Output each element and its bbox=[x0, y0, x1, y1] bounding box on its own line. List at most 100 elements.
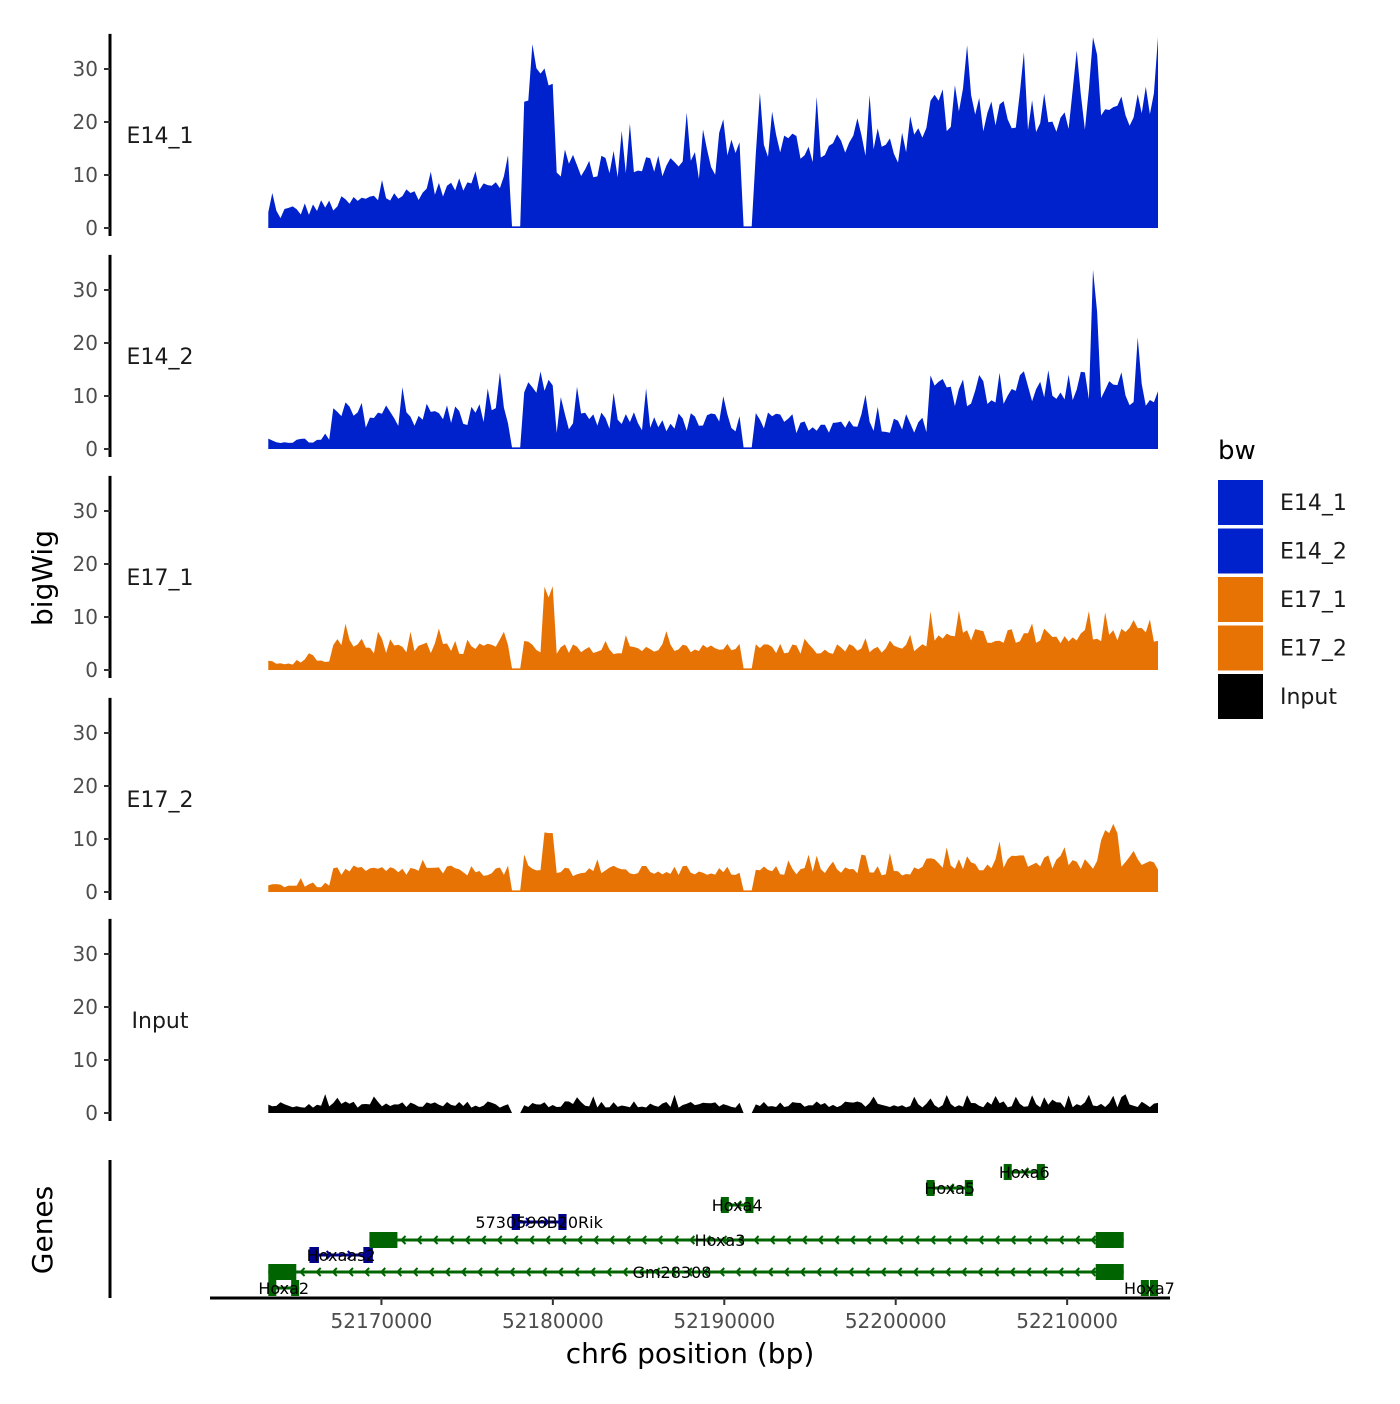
strand-arrow bbox=[592, 1235, 599, 1245]
y-tick-label: 30 bbox=[73, 278, 98, 302]
strand-arrow bbox=[464, 1235, 471, 1245]
y-tick-label: 0 bbox=[85, 437, 98, 461]
strand-arrow bbox=[608, 1235, 615, 1245]
strand-arrow bbox=[977, 1267, 984, 1277]
gene-label: 5730596B20Rik bbox=[475, 1213, 603, 1232]
legend-key-Input bbox=[1218, 674, 1263, 719]
strand-arrow bbox=[621, 1267, 629, 1277]
strand-arrow bbox=[428, 1267, 435, 1277]
strand-arrow bbox=[400, 1235, 407, 1245]
area-E17_2 bbox=[268, 823, 1158, 892]
strand-arrow bbox=[347, 1267, 354, 1277]
gene-5730596B20Rik: 5730596B20Rik bbox=[475, 1213, 603, 1232]
strand-arrow bbox=[525, 1267, 532, 1277]
strand-arrow bbox=[1057, 1267, 1064, 1277]
strand-arrow bbox=[416, 1235, 423, 1245]
gene-label: Hoxa2 bbox=[258, 1279, 309, 1298]
strand-arrow bbox=[880, 1267, 887, 1277]
panel-label: Input bbox=[132, 1009, 189, 1034]
strand-arrow bbox=[737, 1235, 744, 1245]
gene-Hoxa4: Hoxa4 bbox=[712, 1196, 763, 1215]
gene-label: Hoxaas2 bbox=[307, 1246, 376, 1265]
legend-key-E17_2 bbox=[1218, 625, 1263, 671]
panel-Input: 0 10 20 30 Input bbox=[73, 918, 1158, 1125]
exon bbox=[291, 1280, 300, 1296]
strand-arrow bbox=[801, 1235, 808, 1245]
strand-arrow bbox=[480, 1235, 487, 1245]
strand-arrow bbox=[1042, 1235, 1049, 1245]
y-tick-label: 10 bbox=[73, 605, 98, 629]
legend-label: E14_2 bbox=[1280, 540, 1347, 565]
strand-arrow bbox=[476, 1267, 483, 1277]
strand-arrow bbox=[993, 1235, 1001, 1245]
strand-arrow bbox=[849, 1235, 856, 1245]
strand-arrow bbox=[961, 1235, 968, 1245]
x-axis-title: chr6 position (bp) bbox=[566, 1337, 815, 1370]
legend-title: bw bbox=[1218, 436, 1256, 466]
y-tick-label: 20 bbox=[73, 552, 98, 576]
strand-arrow bbox=[347, 1250, 354, 1260]
strand-arrow bbox=[881, 1235, 888, 1245]
strand-arrow bbox=[815, 1267, 822, 1277]
y-tick-label: 20 bbox=[73, 110, 98, 134]
strand-arrow bbox=[492, 1267, 499, 1277]
strand-arrow bbox=[1073, 1267, 1080, 1277]
gene-Hoxa3: Hoxa3 bbox=[369, 1231, 1124, 1250]
strand-arrow bbox=[817, 1235, 824, 1245]
y-tick-label: 30 bbox=[73, 942, 98, 966]
gene-Gm28308: Gm28308 bbox=[268, 1263, 1124, 1282]
strand-arrow bbox=[672, 1235, 680, 1245]
strand-arrow bbox=[624, 1235, 631, 1245]
y-axis-title: bigWig bbox=[26, 530, 59, 626]
legend-key-E14_1 bbox=[1218, 480, 1263, 525]
strand-arrow bbox=[560, 1235, 567, 1245]
strand-arrow bbox=[1058, 1235, 1065, 1245]
legend-key-E17_1 bbox=[1218, 577, 1263, 622]
y-tick-label: 20 bbox=[73, 774, 98, 798]
strand-arrow bbox=[573, 1267, 580, 1277]
strand-arrow bbox=[735, 1200, 742, 1210]
strand-arrow bbox=[734, 1267, 742, 1277]
strand-arrow bbox=[767, 1267, 774, 1277]
strand-arrow bbox=[993, 1267, 1000, 1277]
strand-arrow bbox=[1090, 1235, 1097, 1245]
panel-E17_2: 0 10 20 30 E17_2 bbox=[73, 697, 1158, 904]
exon bbox=[1150, 1280, 1158, 1296]
gene-label: Hoxa5 bbox=[924, 1179, 975, 1198]
strand-arrow bbox=[702, 1267, 709, 1277]
strand-arrow bbox=[833, 1235, 840, 1245]
strand-arrow bbox=[605, 1267, 612, 1277]
exon bbox=[363, 1247, 373, 1263]
exon bbox=[1003, 1164, 1012, 1180]
strand-arrow bbox=[299, 1267, 306, 1277]
gene-Hoxa7: Hoxa7 bbox=[1124, 1279, 1175, 1298]
strand-arrow bbox=[444, 1267, 451, 1277]
exon bbox=[1036, 1164, 1045, 1180]
exon bbox=[268, 1264, 297, 1280]
strand-arrow bbox=[721, 1235, 728, 1245]
strand-arrow bbox=[331, 1267, 338, 1277]
strand-arrow bbox=[576, 1235, 583, 1245]
strand-arrow bbox=[785, 1235, 792, 1245]
strand-arrow bbox=[948, 1183, 955, 1193]
genes-axis-title: Genes bbox=[26, 1186, 59, 1274]
exon bbox=[1095, 1232, 1124, 1248]
strand-arrow bbox=[751, 1267, 758, 1277]
exon bbox=[745, 1197, 754, 1213]
strand-arrow bbox=[1022, 1167, 1029, 1177]
strand-arrow bbox=[508, 1267, 516, 1277]
gene-label: Gm28308 bbox=[633, 1263, 712, 1282]
strand-arrow bbox=[864, 1267, 871, 1277]
area-Input bbox=[268, 1094, 1158, 1113]
strand-arrow bbox=[769, 1235, 776, 1245]
x-tick-label: 52190000 bbox=[673, 1309, 775, 1333]
strand-arrow bbox=[928, 1267, 935, 1277]
strand-arrow bbox=[654, 1267, 661, 1277]
strand-arrow bbox=[670, 1267, 677, 1277]
strand-arrow bbox=[688, 1235, 696, 1245]
y-tick-label: 30 bbox=[73, 721, 98, 745]
y-tick-label: 10 bbox=[73, 163, 98, 187]
strand-arrow bbox=[847, 1267, 855, 1277]
y-tick-label: 0 bbox=[85, 658, 98, 682]
